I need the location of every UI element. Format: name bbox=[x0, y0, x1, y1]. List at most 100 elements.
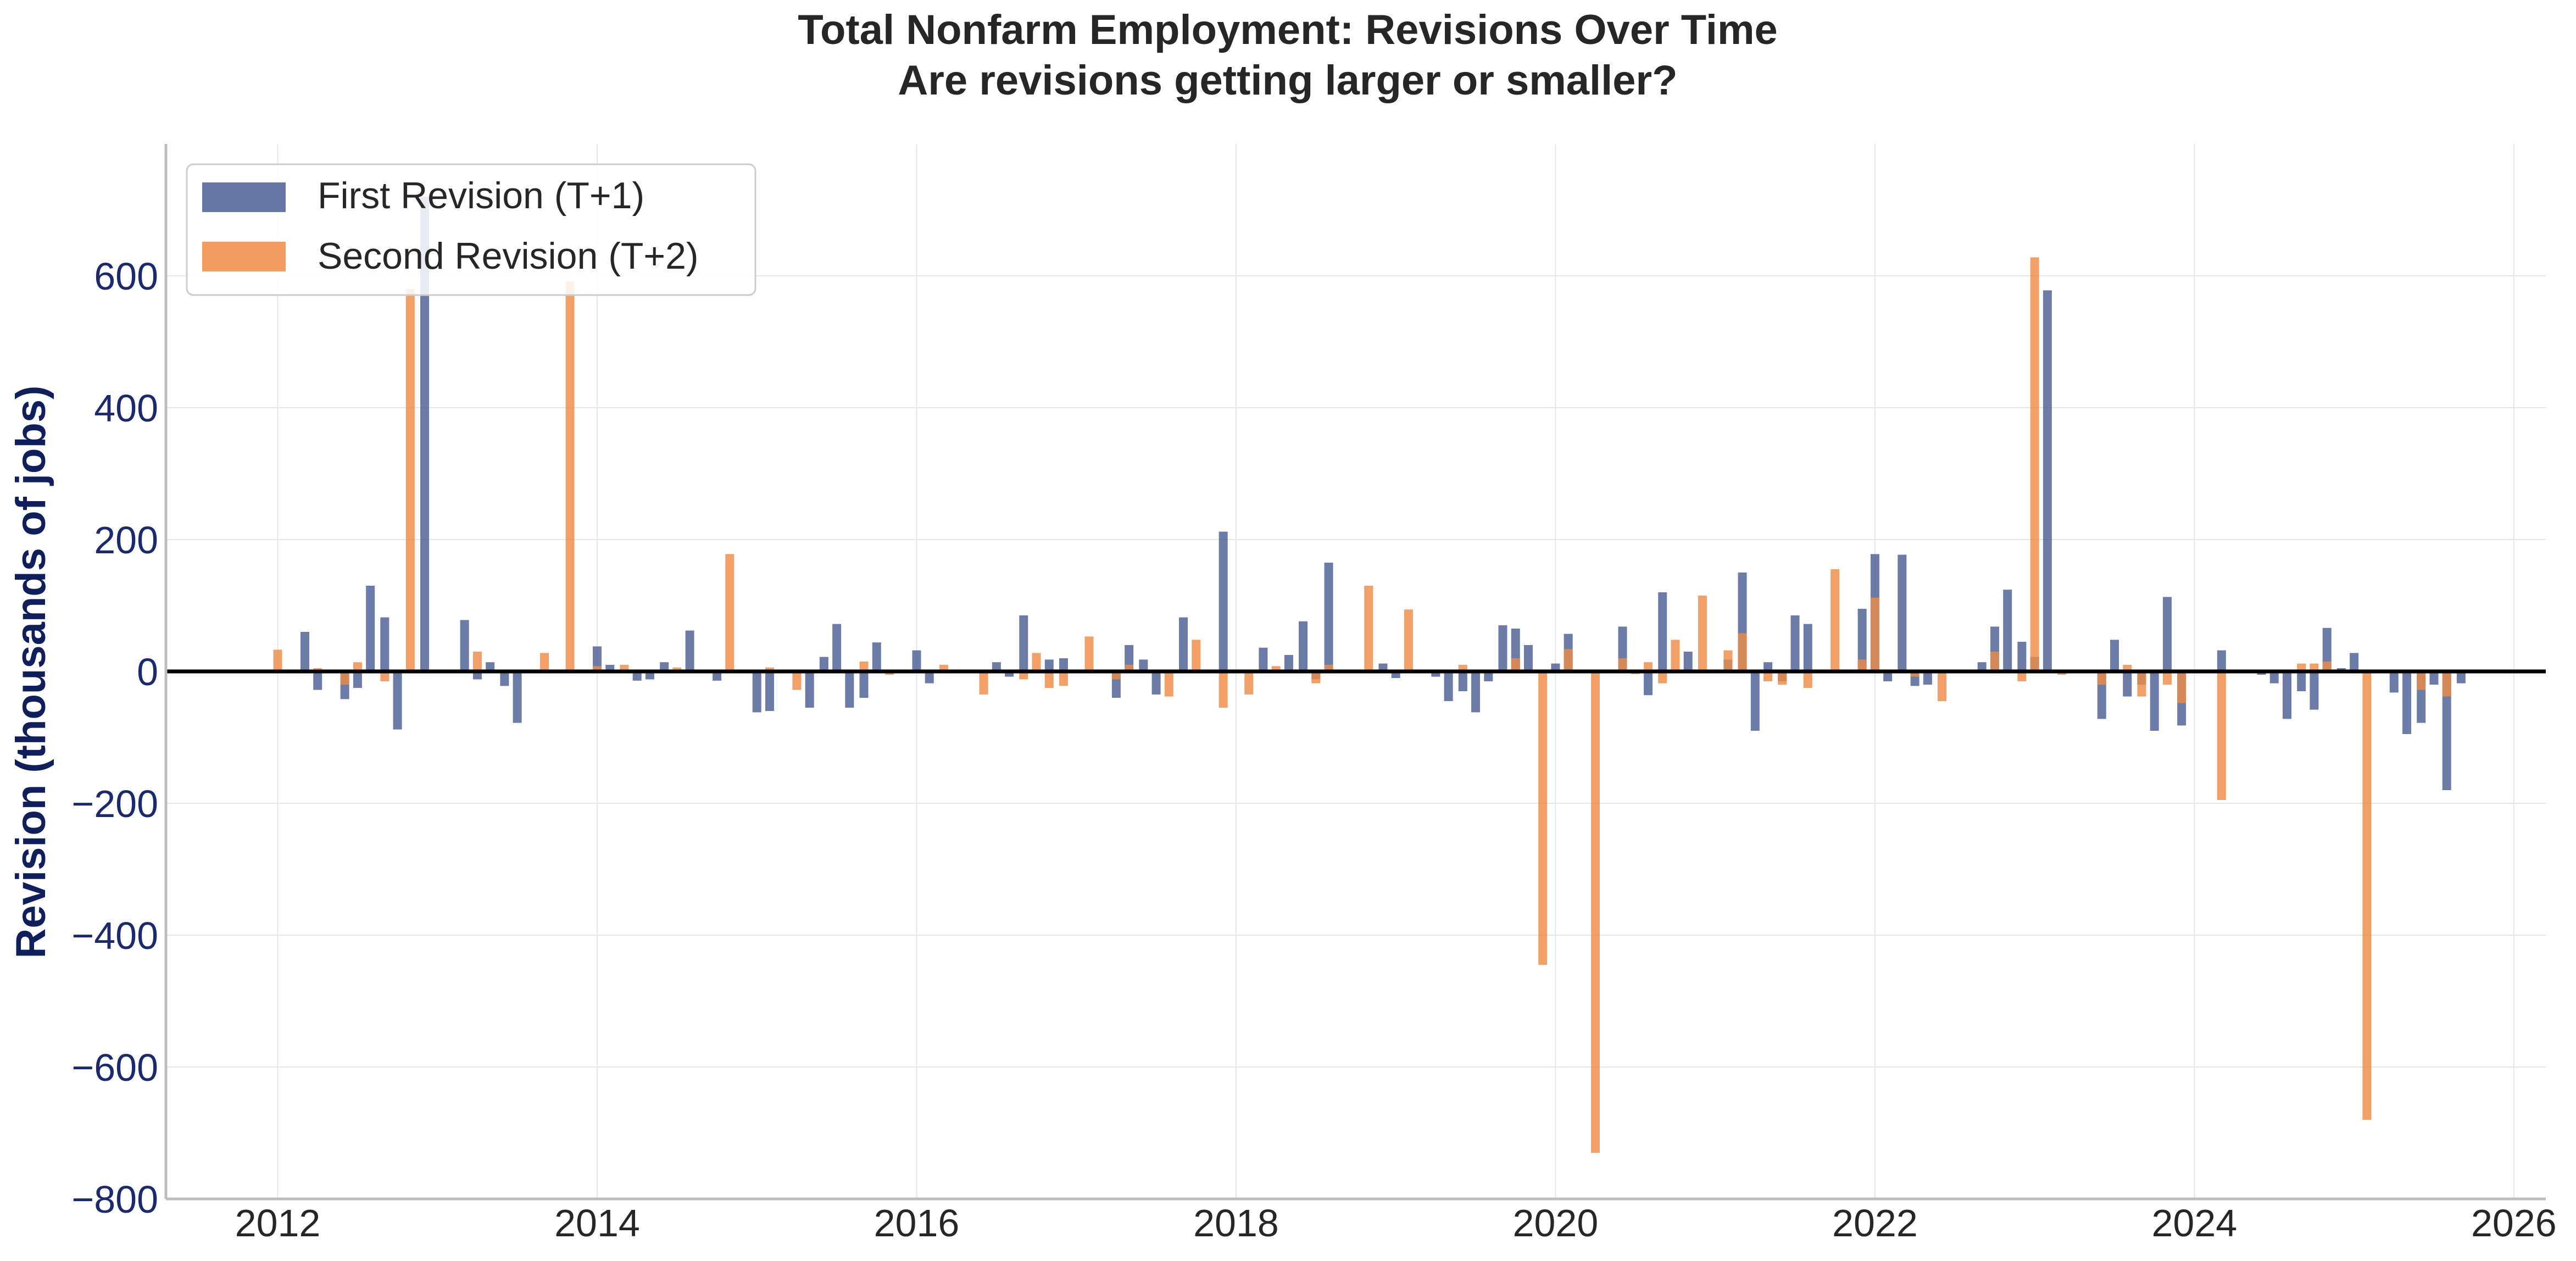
series-second-revision bbox=[273, 257, 2451, 1153]
x-tick-label: 2018 bbox=[1193, 1202, 1279, 1245]
x-ticks: 2012 2014 2016 2018 2020 2022 2024 2026 bbox=[235, 1202, 2557, 1245]
bar-first-revision bbox=[1484, 671, 1493, 681]
bar-first-revision bbox=[925, 671, 934, 684]
x-tick-label: 2014 bbox=[554, 1202, 640, 1245]
bar-second-revision bbox=[1564, 649, 1573, 671]
bar-first-revision bbox=[460, 620, 469, 671]
bar-first-revision bbox=[912, 650, 921, 671]
bar-first-revision bbox=[872, 642, 881, 671]
bar-second-revision bbox=[1644, 662, 1653, 671]
x-tick-label: 2022 bbox=[1832, 1202, 1918, 1245]
legend-frame bbox=[186, 163, 756, 296]
bar-second-revision bbox=[2137, 671, 2146, 697]
bar-second-revision bbox=[1244, 671, 1254, 695]
bar-first-revision bbox=[2322, 627, 2332, 671]
y-axis-label: Revision (thousands of jobs) bbox=[8, 386, 54, 959]
bar-second-revision bbox=[1219, 671, 1228, 708]
y-tick-label: −800 bbox=[71, 1178, 158, 1221]
x-tick-label: 2016 bbox=[874, 1202, 960, 1245]
bar-first-revision bbox=[859, 671, 869, 698]
bar-first-revision bbox=[805, 671, 814, 708]
x-tick-label: 2012 bbox=[235, 1202, 321, 1245]
bar-second-revision bbox=[1404, 609, 1413, 671]
bar-first-revision bbox=[1551, 663, 1560, 671]
bar-first-revision bbox=[592, 646, 602, 671]
legend: First Revision (T+1) Second Revision (T+… bbox=[186, 163, 756, 296]
bar-first-revision bbox=[1284, 655, 1293, 671]
bar-first-revision bbox=[513, 671, 522, 723]
bar-second-revision bbox=[1311, 671, 1321, 684]
bar-first-revision bbox=[313, 671, 322, 690]
bar-first-revision bbox=[500, 671, 509, 686]
bar-first-revision bbox=[832, 624, 842, 671]
bar-second-revision bbox=[1831, 569, 1840, 671]
bar-first-revision bbox=[2389, 671, 2399, 693]
bar-second-revision bbox=[1164, 671, 1173, 697]
bar-first-revision bbox=[2217, 650, 2226, 671]
bar-second-revision bbox=[1910, 671, 1920, 677]
bar-first-revision bbox=[1658, 592, 1667, 671]
bar-first-revision bbox=[300, 632, 309, 671]
bar-first-revision bbox=[366, 586, 375, 671]
bar-second-revision bbox=[2442, 671, 2451, 697]
bar-second-revision bbox=[1763, 671, 1773, 681]
y-tick-label: −600 bbox=[71, 1046, 158, 1089]
bar-first-revision bbox=[2429, 671, 2439, 685]
chart-title: Total Nonfarm Employment: Revisions Over… bbox=[798, 7, 1778, 53]
bar-first-revision bbox=[2017, 642, 2027, 671]
bar-first-revision bbox=[2442, 671, 2451, 790]
bar-first-revision bbox=[2150, 671, 2159, 731]
bar-second-revision bbox=[1990, 652, 1999, 671]
bar-first-revision bbox=[1151, 671, 1161, 695]
bar-second-revision bbox=[1778, 671, 1787, 685]
bar-second-revision bbox=[1538, 671, 1548, 965]
bar-first-revision bbox=[2162, 597, 2172, 671]
bar-second-revision bbox=[765, 667, 774, 671]
bar-second-revision bbox=[1591, 671, 1600, 1153]
bar-second-revision bbox=[1192, 640, 1201, 671]
bar-first-revision bbox=[1857, 609, 1867, 671]
bar-first-revision bbox=[645, 671, 654, 680]
bar-first-revision bbox=[1179, 617, 1188, 671]
bar-second-revision bbox=[2362, 671, 2372, 1120]
axes bbox=[164, 144, 2546, 1201]
bar-second-revision bbox=[540, 653, 549, 671]
y-tick-label: 200 bbox=[94, 519, 158, 562]
bar-second-revision bbox=[380, 671, 390, 681]
bar-first-revision bbox=[2350, 653, 2359, 671]
bar-second-revision bbox=[1803, 671, 1812, 688]
bar-second-revision bbox=[1618, 658, 1627, 671]
bar-first-revision bbox=[685, 630, 694, 671]
bar-second-revision bbox=[1019, 671, 1028, 680]
bar-second-revision bbox=[1032, 653, 1041, 671]
bar-second-revision bbox=[1271, 666, 1281, 671]
bar-first-revision bbox=[1324, 563, 1333, 671]
bar-first-revision bbox=[1803, 624, 1812, 671]
bar-first-revision bbox=[752, 671, 761, 713]
bar-first-revision bbox=[380, 617, 390, 671]
bar-second-revision bbox=[1938, 671, 1947, 701]
bar-second-revision bbox=[979, 671, 988, 695]
bar-first-revision bbox=[1139, 659, 1148, 671]
bar-first-revision bbox=[2402, 671, 2412, 734]
bar-second-revision bbox=[340, 671, 349, 685]
bar-first-revision bbox=[1059, 658, 1068, 671]
bar-first-revision bbox=[1431, 671, 1440, 677]
bar-first-revision bbox=[2310, 671, 2319, 710]
bar-first-revision bbox=[632, 671, 642, 681]
legend-label-second: Second Revision (T+2) bbox=[318, 235, 699, 277]
bar-second-revision bbox=[1857, 659, 1867, 671]
bar-second-revision bbox=[2162, 671, 2172, 685]
bar-first-revision bbox=[1498, 625, 1507, 671]
bar-second-revision bbox=[1738, 633, 1747, 671]
bar-second-revision bbox=[1044, 671, 1054, 688]
bar-first-revision bbox=[2269, 671, 2279, 684]
bar-first-revision bbox=[1750, 671, 1760, 731]
bar-first-revision bbox=[486, 662, 495, 671]
bar-first-revision bbox=[1790, 615, 1800, 671]
bar-first-revision bbox=[420, 197, 429, 671]
bar-first-revision bbox=[1458, 671, 1467, 691]
bar-first-revision bbox=[1923, 671, 1932, 685]
bar-second-revision bbox=[2322, 662, 2332, 671]
y-tick-label: −200 bbox=[71, 782, 158, 825]
